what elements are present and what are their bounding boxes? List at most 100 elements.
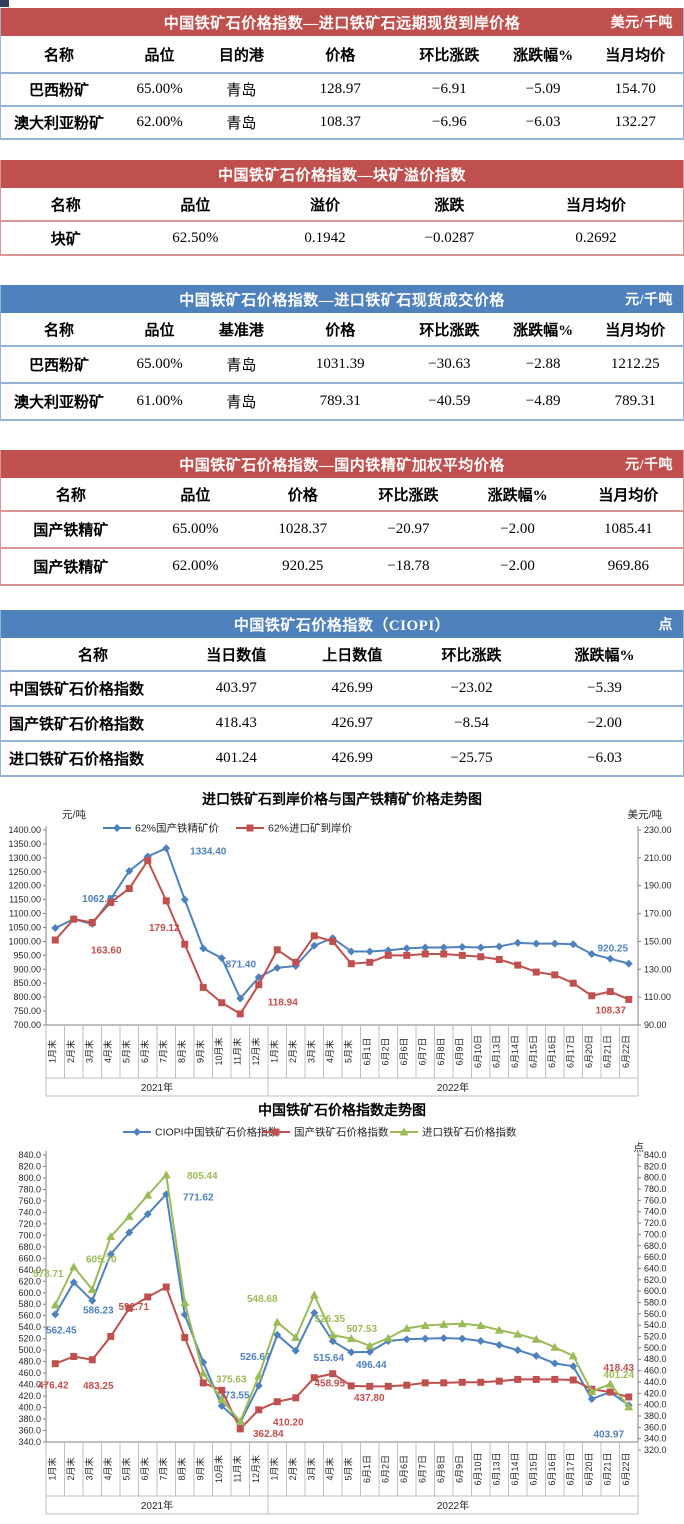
left-axis-tick-label: 340.0 — [18, 1437, 41, 1447]
data-point-marker — [366, 958, 374, 966]
right-axis-tick-label: 360.0 — [644, 1422, 667, 1432]
price-table: 中国铁矿石价格指数（CIOPI） 点名称 当日数值 上日数值 环比涨跌 涨跌幅% 中国铁矿石… — [0, 610, 684, 777]
category-label: 6月10日 — [473, 1035, 483, 1068]
year-group-label: 2021年 — [141, 1081, 173, 1094]
table-header-row: 名称 品位 价格 环比涨跌 涨跌幅% 当月均价 — [1, 478, 683, 512]
annotation-label: 578.71 — [33, 1269, 64, 1280]
row-name-cell: 巴西粉矿 — [28, 358, 89, 374]
data-point-marker — [550, 1342, 560, 1351]
category-label: 4月末 — [102, 1457, 113, 1480]
right-axis-tick-label: 440.0 — [644, 1377, 667, 1387]
value-cell: 426.97 — [331, 715, 373, 731]
data-point-marker — [162, 897, 170, 905]
data-point-marker — [624, 959, 633, 968]
data-point-marker — [569, 940, 578, 949]
table-header-row: 名称 品位 基准港 价格 环比涨跌 涨跌幅% 当月均价 — [1, 313, 683, 347]
value-cell: 1085.41 — [604, 521, 653, 537]
data-point-marker — [181, 1334, 189, 1342]
data-point-marker — [383, 1333, 393, 1342]
category-label: 6月21日 — [602, 1035, 612, 1068]
data-point-marker — [569, 1362, 578, 1371]
data-point-marker — [106, 1250, 115, 1259]
data-point-marker — [69, 1278, 78, 1287]
left-axis-tick-label: 700.00 — [13, 1020, 41, 1030]
category-label: 8月末 — [176, 1457, 187, 1480]
table-unit-label: 点 — [658, 618, 673, 633]
column-header: 价格 — [325, 322, 356, 339]
data-point-marker — [254, 973, 263, 982]
left-axis-tick-label: 360.0 — [18, 1426, 41, 1436]
right-axis-unit: 美元/吨 — [628, 808, 663, 821]
left-axis-tick-label: 400.0 — [18, 1403, 41, 1413]
data-point-marker — [606, 988, 614, 996]
category-label: 6月9日 — [454, 1037, 464, 1065]
data-point-marker — [550, 1359, 559, 1368]
column-header: 环比涨跌 — [378, 487, 439, 504]
right-axis-tick-label: 740.0 — [644, 1207, 667, 1217]
left-axis-tick-label: 700.0 — [18, 1230, 41, 1240]
right-axis-tick-label: 780.0 — [644, 1184, 667, 1194]
category-label: 6月末 — [139, 1457, 150, 1480]
data-point-marker — [162, 1283, 170, 1291]
legend-item: 62%国产铁精矿价 — [103, 822, 220, 835]
category-label: 6月10日 — [473, 1452, 483, 1485]
table-title: 中国铁矿石价格指数—进口铁矿石现货成交价格 — [179, 292, 505, 309]
data-point-marker — [51, 924, 60, 933]
category-label: 4月末 — [324, 1457, 335, 1480]
table-header-row: 名称 品位 溢价 涨跌 当月均价 — [1, 188, 683, 222]
data-point-marker — [439, 943, 448, 952]
data-point-marker — [217, 1395, 227, 1404]
value-cell: −2.00 — [587, 715, 622, 731]
data-point-marker — [180, 1298, 190, 1307]
data-point-marker — [107, 1332, 115, 1340]
right-axis-tick-label: 500.0 — [644, 1343, 667, 1353]
right-axis-tick-label: 700.0 — [644, 1229, 667, 1239]
right-axis-tick-label: 210.00 — [644, 853, 672, 863]
row-name-cell: 国产铁精矿 — [33, 523, 109, 539]
data-point-marker — [532, 939, 541, 948]
value-cell: 128.97 — [319, 81, 361, 97]
data-point-marker — [235, 1417, 245, 1426]
category-label: 5月末 — [342, 1457, 353, 1480]
series-0: 1062.82 1334.40 871.40 920.25 — [51, 844, 633, 1003]
series-2: 578.71 605.70 805.44 375.63 548.68 526.35507.… — [33, 1170, 634, 1426]
value-cell: 青岛 — [226, 116, 257, 132]
data-point-marker — [87, 1284, 97, 1293]
data-point-marker — [133, 1128, 141, 1136]
row-name-cell: 块矿 — [50, 231, 81, 248]
value-cell: 青岛 — [226, 358, 257, 374]
row-name-cell: 进口铁矿石价格指数 — [9, 752, 145, 768]
value-cell: 65.00% — [136, 356, 183, 372]
data-point-marker — [421, 1334, 430, 1343]
left-axis-tick-label: 780.0 — [18, 1184, 41, 1194]
data-point-marker — [69, 1262, 79, 1271]
table-unit-label: 美元/千吨 — [610, 16, 673, 31]
value-cell: 65.00% — [172, 521, 219, 537]
data-point-marker — [606, 1388, 614, 1396]
annotation-label: 586.23 — [83, 1306, 114, 1317]
data-point-marker — [162, 844, 171, 853]
data-point-marker — [144, 1293, 152, 1301]
column-header: 目的港 — [218, 47, 264, 64]
data-point-marker — [440, 950, 448, 958]
right-axis-tick-label: 420.0 — [644, 1388, 667, 1398]
data-point-marker — [199, 1379, 207, 1387]
category-label: 1月末 — [268, 1040, 279, 1063]
category-label: 6月14日 — [510, 1035, 520, 1068]
left-axis-tick-label: 460.0 — [18, 1368, 41, 1378]
table-row: 国产铁精矿 62.00% 920.25 −18.78 −2.00 969.86 — [1, 549, 683, 586]
table-row: 进口铁矿石价格指数 401.24 426.99 −25.75 −6.03 — [1, 742, 683, 777]
left-axis-tick-label: 1000.00 — [8, 936, 41, 946]
data-point-marker — [50, 1300, 60, 1309]
data-point-marker — [310, 932, 318, 940]
left-axis-tick-label: 900.00 — [13, 964, 41, 974]
data-point-marker — [569, 1376, 577, 1384]
column-header: 涨跌幅% — [574, 647, 635, 664]
data-point-marker — [513, 1346, 522, 1355]
value-cell: −5.09 — [525, 81, 561, 97]
data-point-marker — [310, 1374, 318, 1382]
data-point-marker — [495, 1340, 504, 1349]
category-label: 9月末 — [194, 1457, 205, 1480]
value-cell: −23.02 — [450, 680, 493, 696]
right-axis-tick-label: 130.00 — [644, 964, 672, 974]
